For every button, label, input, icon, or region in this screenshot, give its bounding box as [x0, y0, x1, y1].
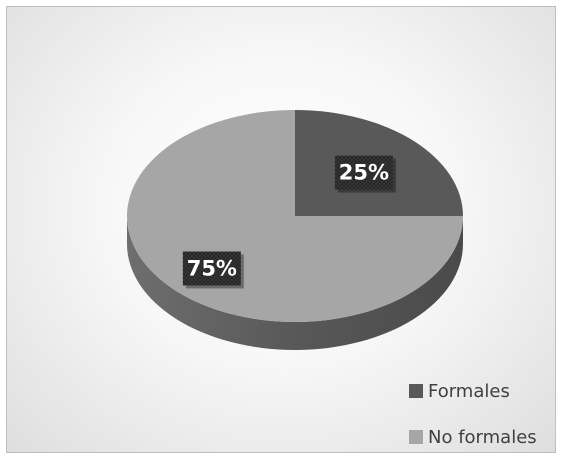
data-label-no-formales: 75%: [182, 251, 244, 289]
legend: Formales No formales: [409, 379, 537, 471]
data-label-text-no-formales: 75%: [187, 256, 237, 280]
legend-item-no-formales: No formales: [409, 425, 537, 449]
data-label-formales: 25%: [334, 155, 396, 193]
legend-swatch-no-formales: [409, 430, 423, 444]
legend-swatch-formales: [409, 384, 423, 398]
legend-item-formales: Formales: [409, 379, 537, 403]
data-label-text-formales: 25%: [339, 161, 389, 185]
pie-chart: 25% 75%: [127, 110, 463, 350]
pie-side-wall: [127, 216, 463, 350]
chart-area: 25% 75% Formales No formales: [6, 6, 556, 453]
legend-label-formales: Formales: [428, 380, 510, 402]
pie-side-surface: [127, 216, 463, 350]
legend-label-no-formales: No formales: [428, 426, 537, 448]
